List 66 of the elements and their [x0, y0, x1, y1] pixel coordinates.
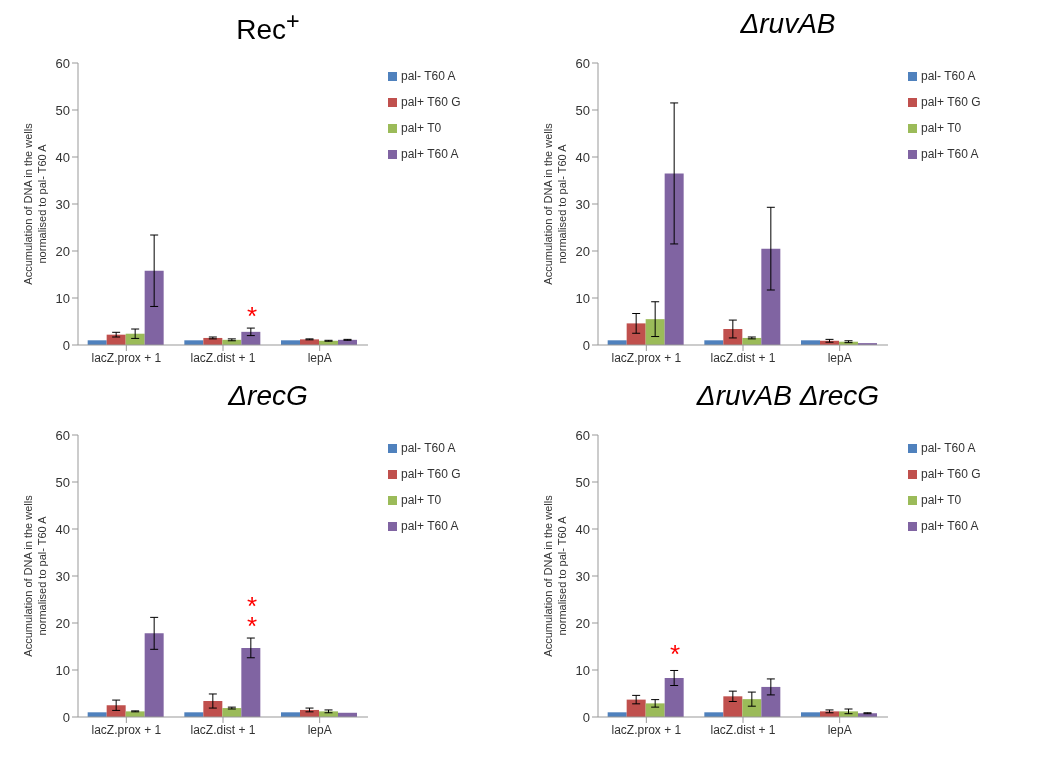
legend-label: pal+ T0: [401, 493, 442, 507]
legend-label: pal- T60 A: [921, 69, 976, 83]
y-tick-label: 60: [55, 427, 70, 443]
legend-label: pal+ T60 G: [401, 467, 461, 481]
x-tick-label: lacZ.dist + 1: [190, 722, 256, 737]
y-tick-label: 60: [55, 55, 70, 71]
y-tick-label: 0: [582, 709, 590, 725]
y-tick-label: 0: [582, 337, 590, 353]
legend-label: pal+ T60 A: [401, 519, 459, 533]
y-tick-label: 10: [55, 290, 70, 306]
y-tick-label: 20: [55, 243, 70, 259]
annotation: *: [669, 639, 681, 669]
legend-label: pal- T60 A: [401, 69, 456, 83]
y-tick-label: 40: [575, 521, 590, 537]
y-tick-label: 30: [575, 196, 590, 212]
y-tick-label: 0: [62, 337, 70, 353]
legend-label: pal+ T60 G: [401, 95, 461, 109]
y-tick-label: 50: [575, 102, 590, 118]
x-tick-label: lepA: [827, 350, 852, 365]
annotation: *: [246, 301, 258, 331]
y-tick-label: 40: [55, 521, 70, 537]
y-tick-label: 20: [55, 615, 70, 631]
chart-title: ΔruvAB ΔrecG: [696, 380, 880, 411]
y-tick-label: 0: [62, 709, 70, 725]
chart-title: ΔruvAB: [740, 8, 836, 39]
y-tick-label: 20: [575, 243, 590, 259]
legend-label: pal- T60 A: [401, 441, 456, 455]
legend-label: pal+ T60 A: [921, 147, 979, 161]
y-tick-label: 50: [55, 474, 70, 490]
y-tick-label: 40: [55, 149, 70, 165]
y-tick-label: 40: [575, 149, 590, 165]
legend-label: pal+ T60 G: [921, 95, 981, 109]
legend-label: pal+ T0: [921, 493, 962, 507]
legend-label: pal+ T0: [401, 121, 442, 135]
x-tick-label: lacZ.prox + 1: [611, 350, 682, 365]
legend-label: pal+ T60 A: [921, 519, 979, 533]
y-tick-label: 60: [575, 55, 590, 71]
y-tick-label: 10: [55, 662, 70, 678]
y-axis-title: Accumulation of DNA in the wells normalised to pal- T60 A: [542, 494, 568, 657]
x-tick-label: lacZ.dist + 1: [710, 350, 776, 365]
legend-label: pal+ T60 G: [921, 467, 981, 481]
y-axis-title: Accumulation of DNA in the wells normalised to pal- T60 A: [22, 494, 48, 657]
y-tick-label: 20: [575, 615, 590, 631]
y-tick-label: 60: [575, 427, 590, 443]
chart-title: Rec$^{+}$: [236, 8, 300, 46]
chart-title: ΔrecG: [228, 380, 308, 411]
y-tick-label: 10: [575, 290, 590, 306]
x-tick-label: lepA: [307, 722, 332, 737]
y-tick-label: 50: [55, 102, 70, 118]
y-axis-title: Accumulation of DNA in the wells normalised to pal- T60 A: [22, 122, 48, 285]
x-tick-label: lepA: [307, 350, 332, 365]
x-tick-label: lacZ.dist + 1: [190, 350, 256, 365]
x-tick-label: lacZ.dist + 1: [710, 722, 776, 737]
y-tick-label: 30: [575, 568, 590, 584]
y-tick-label: 30: [55, 196, 70, 212]
y-axis-title: Accumulation of DNA in the wells normalised to pal- T60 A: [542, 122, 568, 285]
legend-label: pal+ T0: [921, 121, 962, 135]
x-tick-label: lacZ.prox + 1: [91, 722, 162, 737]
legend-label: pal- T60 A: [921, 441, 976, 455]
y-tick-label: 50: [575, 474, 590, 490]
y-tick-label: 10: [575, 662, 590, 678]
x-tick-label: lacZ.prox + 1: [611, 722, 682, 737]
x-tick-label: lepA: [827, 722, 852, 737]
x-tick-label: lacZ.prox + 1: [91, 350, 162, 365]
legend-label: pal+ T60 A: [401, 147, 459, 161]
y-tick-label: 30: [55, 568, 70, 584]
